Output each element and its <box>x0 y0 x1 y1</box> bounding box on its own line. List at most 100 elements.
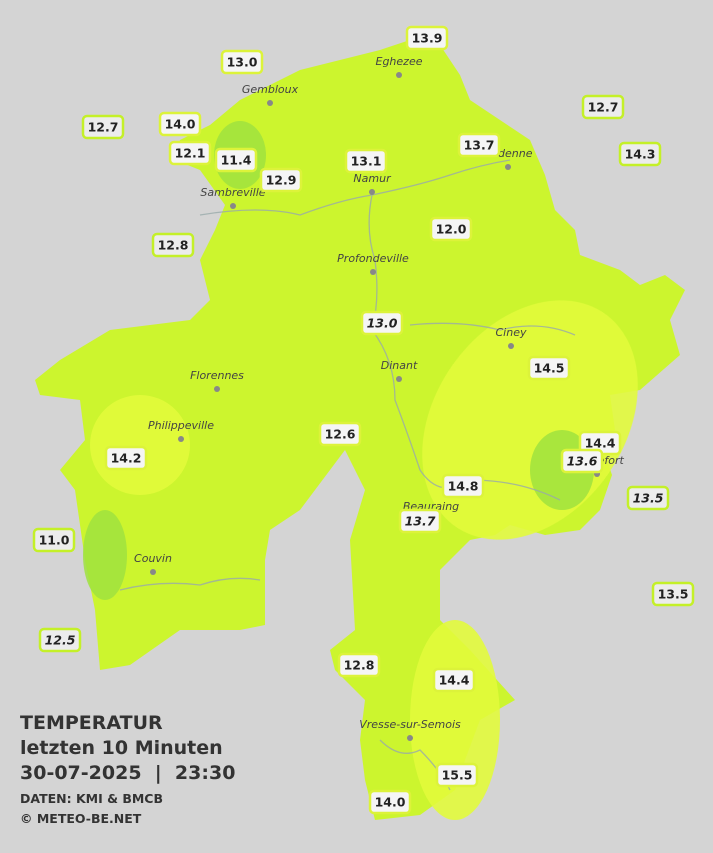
station-value: 13.6 <box>567 454 598 469</box>
station-value: 14.5 <box>534 361 565 376</box>
station-value: 12.6 <box>325 427 356 442</box>
station: 12.8 <box>337 652 381 678</box>
station: 12.6 <box>318 421 362 447</box>
station: 11.4 <box>214 147 258 173</box>
station: 13.0 <box>360 310 404 336</box>
station-badge <box>626 485 670 511</box>
station: 12.0 <box>429 216 473 242</box>
station-value: 14.0 <box>165 117 196 132</box>
station-badge <box>168 140 212 166</box>
station: 14.2 <box>104 445 148 471</box>
city-name: Florennes <box>190 369 244 382</box>
station: 13.7 <box>398 508 442 534</box>
station: 15.5 <box>435 762 479 788</box>
station: 12.8 <box>151 232 195 258</box>
city-name: Vresse-sur-Semois <box>359 718 461 731</box>
city-dot <box>214 386 220 392</box>
city-name: Dinant <box>381 359 418 372</box>
station-value: 13.7 <box>405 514 436 529</box>
station-value: 13.5 <box>633 491 664 506</box>
station-badge <box>432 667 476 693</box>
station-value: 12.1 <box>175 146 206 161</box>
city-name: Couvin <box>134 552 172 565</box>
station-value: 15.5 <box>442 768 473 783</box>
station-value: 12.8 <box>158 238 189 253</box>
station-badge <box>360 310 404 336</box>
city-name: Philippeville <box>148 419 214 432</box>
map-datetime: 30-07-2025 | 23:30 <box>20 762 236 784</box>
station-value: 14.0 <box>375 795 406 810</box>
station-value: 13.7 <box>464 138 495 153</box>
station: 13.7 <box>457 132 501 158</box>
station-value: 14.8 <box>448 479 479 494</box>
station-badge <box>104 445 148 471</box>
city-name: Gembloux <box>242 83 299 96</box>
station-badge <box>337 652 381 678</box>
station: 12.5 <box>38 627 82 653</box>
station-badge <box>405 25 449 51</box>
city-name: Ciney <box>496 326 527 339</box>
station: 13.5 <box>626 485 670 511</box>
station-badge <box>435 762 479 788</box>
map-title: TEMPERATUR <box>20 712 163 734</box>
station-badge <box>220 49 264 75</box>
city-name: Sambreville <box>200 186 265 199</box>
station-value: 13.9 <box>412 31 443 46</box>
station: 14.0 <box>158 111 202 137</box>
copyright: © METEO-BE.NET <box>20 811 142 826</box>
station-badge <box>618 141 662 167</box>
station: 11.0 <box>32 527 76 553</box>
station-badge <box>318 421 362 447</box>
station-badge <box>214 147 258 173</box>
station: 13.1 <box>344 148 388 174</box>
city-dot <box>396 376 402 382</box>
station-badge <box>259 167 303 193</box>
station-value: 12.9 <box>266 173 297 188</box>
city-dot <box>396 72 402 78</box>
station-value: 12.0 <box>436 222 467 237</box>
city-dot <box>508 343 514 349</box>
station-badge <box>81 114 125 140</box>
city-dot <box>150 569 156 575</box>
station: 12.1 <box>168 140 212 166</box>
station-value: 13.0 <box>227 55 258 70</box>
station-value: 12.5 <box>45 633 76 648</box>
station-value: 11.4 <box>221 153 252 168</box>
station-value: 14.3 <box>625 147 656 162</box>
station: 14.5 <box>527 355 571 381</box>
station-badge <box>398 508 442 534</box>
city-dot <box>505 164 511 170</box>
data-source: DATEN: KMI & BMCB <box>20 791 164 806</box>
city-dot <box>267 100 273 106</box>
station: 12.7 <box>81 114 125 140</box>
station-badge <box>368 789 412 815</box>
station-badge <box>151 232 195 258</box>
station-value: 14.2 <box>111 451 142 466</box>
station-badge <box>32 527 76 553</box>
station-value: 13.1 <box>351 154 382 169</box>
station-badge <box>527 355 571 381</box>
station-badge <box>441 473 485 499</box>
station-value: 14.4 <box>585 436 616 451</box>
station-value: 14.4 <box>439 673 470 688</box>
station-badge <box>38 627 82 653</box>
city-dot <box>407 735 413 741</box>
station-badge <box>560 448 604 474</box>
station: 13.9 <box>405 25 449 51</box>
station: 13.5 <box>651 581 695 607</box>
city-dot <box>178 436 184 442</box>
station: 14.8 <box>441 473 485 499</box>
city-dot <box>230 203 236 209</box>
station: 13.6 <box>560 448 604 474</box>
station-badge <box>651 581 695 607</box>
city-name: Eghezee <box>376 55 423 68</box>
city-name: Profondeville <box>337 252 409 265</box>
station-badge <box>344 148 388 174</box>
station: 14.4 <box>432 667 476 693</box>
station: 12.9 <box>259 167 303 193</box>
station-value: 12.7 <box>88 120 119 135</box>
map-subtitle: letzten 10 Minuten <box>20 737 223 759</box>
station: 12.7 <box>581 94 625 120</box>
